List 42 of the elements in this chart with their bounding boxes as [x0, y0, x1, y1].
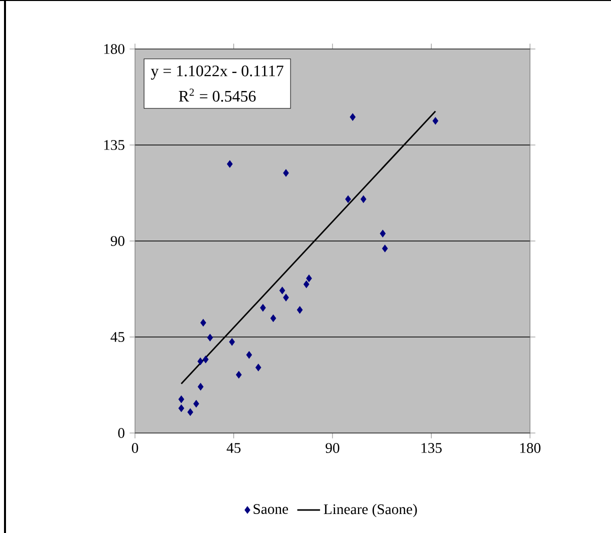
- point: [345, 195, 351, 203]
- point: [200, 318, 206, 326]
- point: [382, 244, 388, 252]
- point: [236, 371, 242, 378]
- y-tick-label: 90: [110, 236, 124, 246]
- y-tick-label: 0: [118, 428, 124, 438]
- point: [283, 294, 289, 302]
- point: [193, 400, 200, 408]
- x-tick-label: 0: [132, 443, 138, 453]
- y-tick-label: 45: [110, 332, 124, 342]
- point: [304, 280, 310, 288]
- point: [198, 358, 204, 366]
- point: [178, 404, 184, 412]
- point: [187, 408, 194, 416]
- point: [283, 169, 289, 177]
- x-tick-label: 180: [520, 443, 540, 453]
- point: [226, 160, 233, 168]
- legend-label: Saone: [254, 504, 288, 514]
- point: [202, 356, 209, 364]
- point: [229, 338, 235, 346]
- point: [270, 314, 276, 322]
- point: [306, 274, 312, 282]
- x-tick-label: 90: [326, 443, 340, 453]
- x-tick-label: 45: [226, 443, 241, 453]
- point: [198, 382, 204, 390]
- point: [207, 334, 213, 342]
- annotation: R$^{2}$ = 0.5456: [178, 88, 256, 102]
- y-tick-label: 180: [104, 44, 124, 54]
- point: [380, 230, 386, 238]
- legend-label: Lineare (Saone): [324, 504, 417, 518]
- annotation: y = 1.1022x - 0.1117: [150, 66, 284, 80]
- point: [246, 351, 252, 359]
- point: [255, 364, 262, 372]
- x-tick-label: 135: [422, 443, 442, 453]
- point: [178, 396, 184, 404]
- point: [360, 195, 366, 203]
- point: [296, 306, 303, 314]
- point: [350, 113, 356, 121]
- point: [279, 286, 286, 294]
- point: [260, 304, 266, 312]
- y-tick-label: 135: [104, 140, 124, 150]
- point: [432, 117, 438, 125]
